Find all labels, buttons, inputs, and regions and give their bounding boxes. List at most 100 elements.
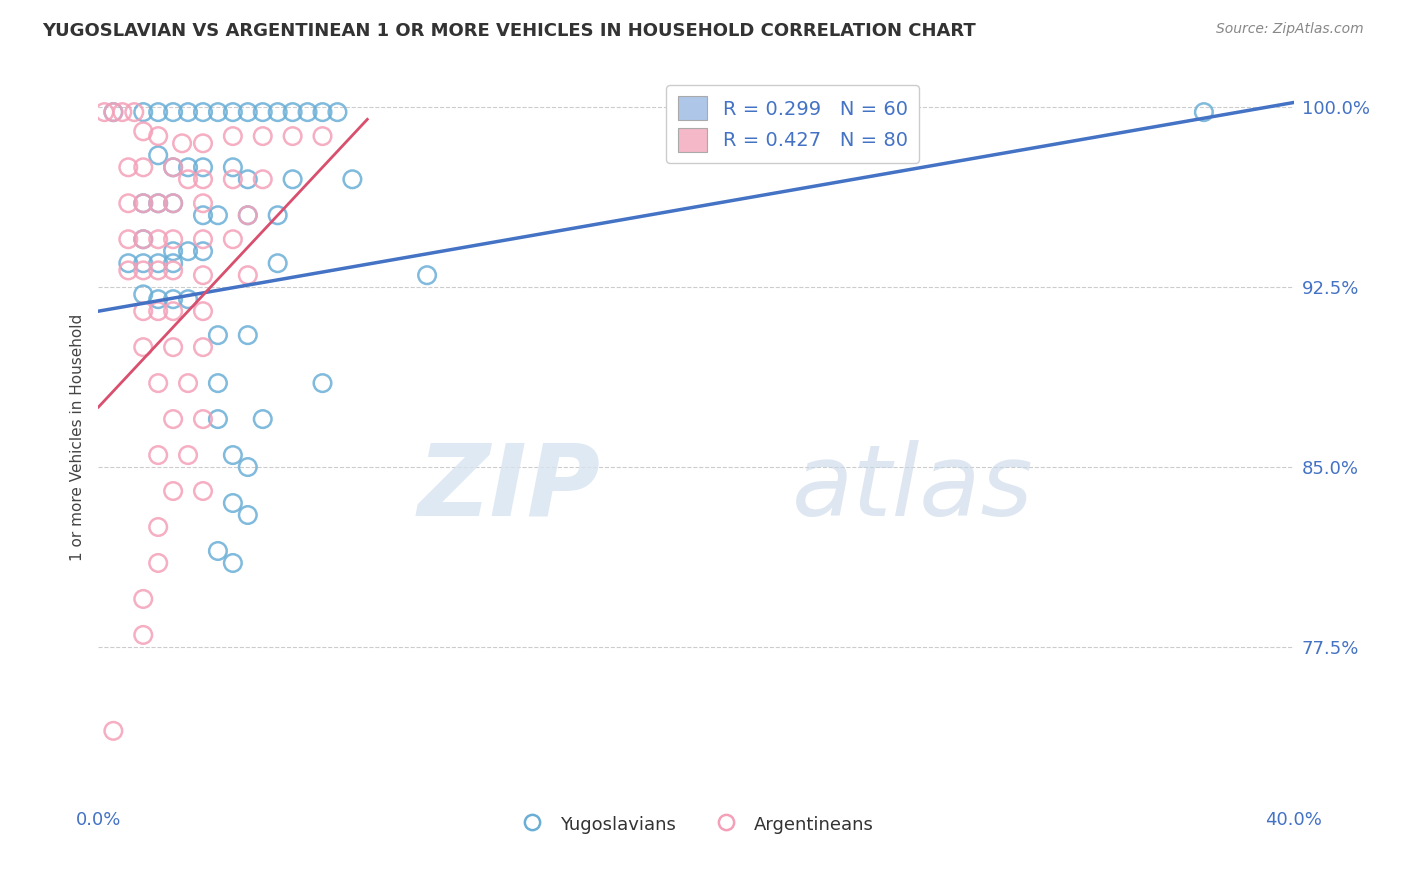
Point [124,105,146,120]
Point [236,208,259,222]
Point [132,105,155,120]
Point [132,256,155,270]
Point [207,544,229,558]
Point [162,105,184,120]
Text: YUGOSLAVIAN VS ARGENTINEAN 1 OR MORE VEHICLES IN HOUSEHOLD CORRELATION CHART: YUGOSLAVIAN VS ARGENTINEAN 1 OR MORE VEH… [42,22,976,40]
Point [162,161,184,175]
Point [148,304,170,318]
Point [267,256,290,270]
Point [252,172,274,186]
Point [132,232,155,246]
Point [207,376,229,391]
Point [148,448,170,462]
Point [177,161,200,175]
Point [162,340,184,354]
Point [162,196,184,211]
Text: ZIP: ZIP [418,440,600,537]
Point [252,129,274,144]
Point [191,161,214,175]
Point [222,448,245,462]
Text: Source: ZipAtlas.com: Source: ZipAtlas.com [1216,22,1364,37]
Point [148,232,170,246]
Point [132,196,155,211]
Point [117,256,139,270]
Point [148,256,170,270]
Point [162,412,184,426]
Point [162,232,184,246]
Y-axis label: 1 or more Vehicles in Household: 1 or more Vehicles in Household [69,313,84,561]
Point [267,105,290,120]
Point [162,256,184,270]
Point [236,508,259,522]
Point [222,105,245,120]
Point [191,304,214,318]
Point [148,196,170,211]
Point [162,196,184,211]
Point [281,129,304,144]
Point [222,161,245,175]
Point [132,263,155,277]
Point [177,292,200,306]
Point [267,208,290,222]
Point [117,196,139,211]
Point [191,196,214,211]
Point [236,105,259,120]
Point [177,172,200,186]
Point [162,244,184,259]
Point [93,105,115,120]
Point [117,161,139,175]
Point [148,129,170,144]
Point [416,268,439,283]
Point [191,340,214,354]
Point [111,105,134,120]
Point [207,208,229,222]
Point [311,376,333,391]
Point [177,244,200,259]
Point [222,556,245,570]
Point [222,172,245,186]
Point [297,105,319,120]
Legend: Yugoslavians, Argentineans: Yugoslavians, Argentineans [512,807,880,841]
Point [132,232,155,246]
Point [191,244,214,259]
Point [236,208,259,222]
Point [148,292,170,306]
Point [177,376,200,391]
Point [162,292,184,306]
Point [132,287,155,301]
Point [191,136,214,151]
Point [117,263,139,277]
Point [132,628,155,642]
Point [191,483,214,498]
Point [222,129,245,144]
Point [103,105,125,120]
Point [326,105,349,120]
Point [191,412,214,426]
Point [191,268,214,283]
Point [252,105,274,120]
Point [236,460,259,475]
Point [132,124,155,138]
Point [236,172,259,186]
Point [252,412,274,426]
Point [132,340,155,354]
Point [162,161,184,175]
Point [148,263,170,277]
Point [207,105,229,120]
Point [172,136,194,151]
Point [177,105,200,120]
Point [162,304,184,318]
Point [148,148,170,162]
Point [132,591,155,606]
Point [132,161,155,175]
Point [148,376,170,391]
Point [117,232,139,246]
Point [132,304,155,318]
Point [103,105,125,120]
Point [191,232,214,246]
Point [148,556,170,570]
Point [132,196,155,211]
Point [311,129,333,144]
Point [103,723,125,738]
Point [148,105,170,120]
